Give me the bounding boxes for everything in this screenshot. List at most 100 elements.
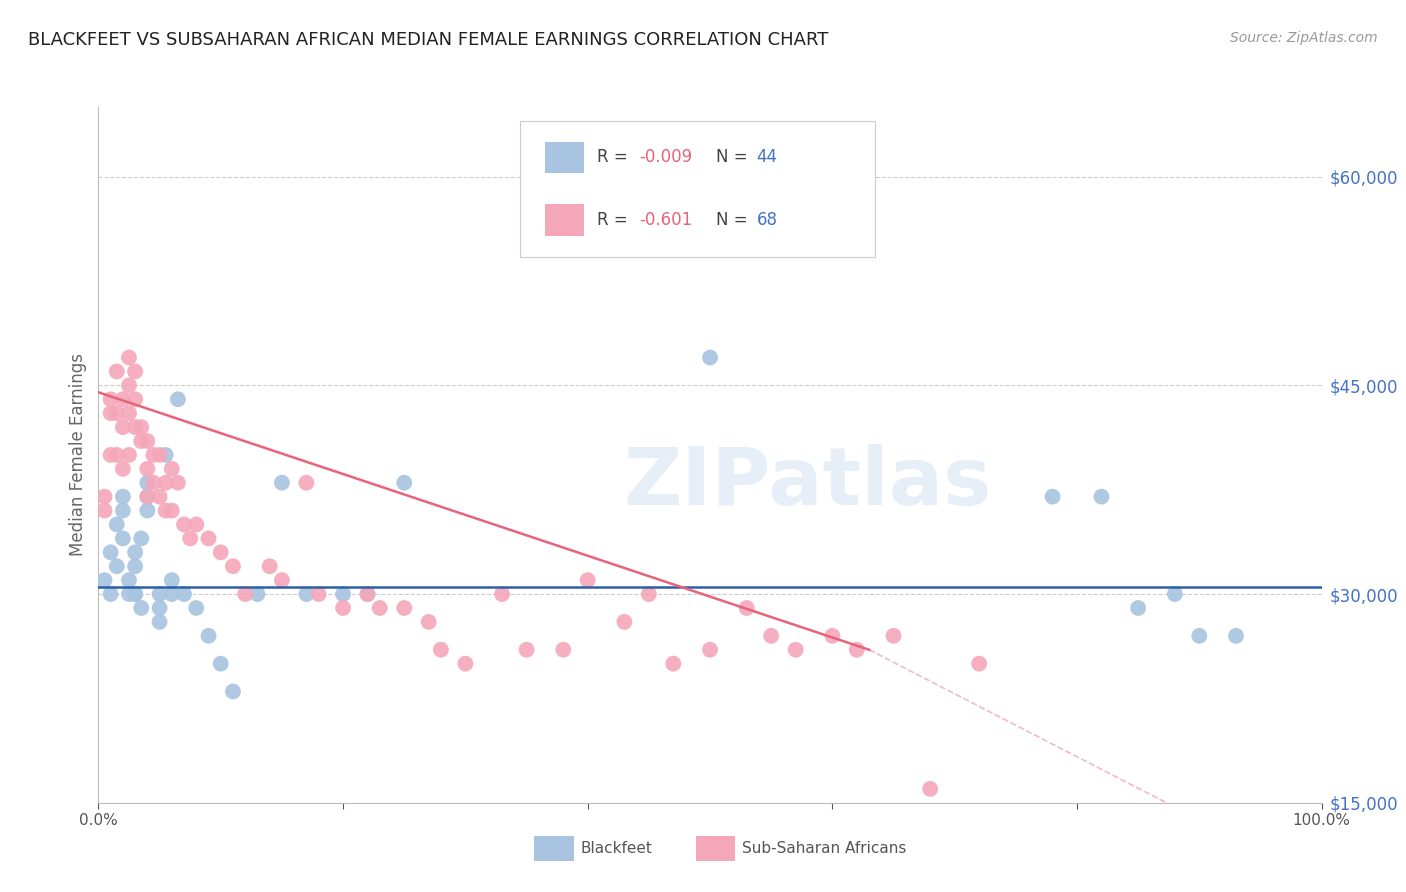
- Text: Blackfeet: Blackfeet: [581, 841, 652, 855]
- Point: [222, 684, 245, 698]
- Point: [576, 573, 599, 587]
- Point: [136, 490, 159, 504]
- Point: [186, 601, 208, 615]
- Point: [124, 587, 146, 601]
- Point: [124, 392, 146, 407]
- Point: [155, 475, 177, 490]
- Point: [699, 642, 721, 657]
- Point: [124, 420, 146, 434]
- Point: [454, 657, 477, 671]
- Point: [967, 657, 990, 671]
- Point: [105, 406, 128, 420]
- Point: [662, 657, 685, 671]
- Point: [167, 475, 190, 490]
- Point: [209, 545, 232, 559]
- Point: [93, 573, 115, 587]
- Point: [129, 434, 152, 448]
- Point: [100, 392, 122, 407]
- Point: [149, 587, 172, 601]
- Point: [100, 587, 122, 601]
- Point: [118, 573, 141, 587]
- Point: [1090, 490, 1112, 504]
- Point: [111, 420, 134, 434]
- Point: [270, 475, 294, 490]
- Point: [699, 351, 721, 365]
- Point: [155, 448, 177, 462]
- Point: [1188, 629, 1211, 643]
- Point: [418, 615, 440, 629]
- Point: [920, 781, 942, 796]
- Point: [160, 503, 183, 517]
- Point: [136, 434, 159, 448]
- Point: [515, 642, 537, 657]
- Text: R =: R =: [598, 148, 634, 166]
- Point: [1225, 629, 1247, 643]
- Point: [155, 503, 177, 517]
- Point: [124, 364, 146, 378]
- Point: [553, 642, 575, 657]
- Point: [111, 503, 134, 517]
- Point: [149, 448, 172, 462]
- Point: [308, 587, 330, 601]
- Point: [129, 420, 152, 434]
- Point: [233, 587, 256, 601]
- Point: [105, 364, 128, 378]
- Point: [160, 462, 183, 476]
- Point: [167, 392, 190, 407]
- Point: [100, 545, 122, 559]
- Point: [209, 657, 232, 671]
- Point: [124, 545, 146, 559]
- Point: [259, 559, 281, 574]
- Point: [149, 615, 172, 629]
- Point: [222, 559, 245, 574]
- Point: [111, 462, 134, 476]
- Point: [179, 532, 201, 546]
- Point: [173, 587, 195, 601]
- Text: -0.601: -0.601: [640, 211, 692, 228]
- Point: [197, 532, 219, 546]
- Point: [160, 573, 183, 587]
- Point: [149, 601, 172, 615]
- Point: [160, 587, 183, 601]
- Text: Sub-Saharan Africans: Sub-Saharan Africans: [742, 841, 907, 855]
- Point: [332, 587, 354, 601]
- Point: [761, 629, 783, 643]
- Point: [142, 448, 165, 462]
- Point: [129, 532, 152, 546]
- Point: [93, 490, 115, 504]
- Point: [638, 587, 661, 601]
- Text: Source: ZipAtlas.com: Source: ZipAtlas.com: [1230, 31, 1378, 45]
- Point: [356, 587, 378, 601]
- Text: 68: 68: [756, 211, 778, 228]
- Point: [735, 601, 758, 615]
- Point: [270, 573, 294, 587]
- Point: [111, 532, 134, 546]
- Point: [124, 587, 146, 601]
- Y-axis label: Median Female Earnings: Median Female Earnings: [69, 353, 87, 557]
- Point: [136, 475, 159, 490]
- Text: -0.009: -0.009: [640, 148, 692, 166]
- Point: [100, 448, 122, 462]
- Point: [785, 642, 807, 657]
- Point: [173, 517, 195, 532]
- Point: [124, 559, 146, 574]
- Point: [105, 517, 128, 532]
- Point: [105, 448, 128, 462]
- Point: [111, 490, 134, 504]
- FancyBboxPatch shape: [546, 204, 583, 235]
- Point: [136, 503, 159, 517]
- Text: R =: R =: [598, 211, 634, 228]
- Point: [136, 462, 159, 476]
- Point: [197, 629, 219, 643]
- Point: [142, 475, 165, 490]
- Point: [118, 378, 141, 392]
- Point: [246, 587, 269, 601]
- Point: [118, 406, 141, 420]
- Point: [613, 615, 636, 629]
- Point: [1042, 490, 1064, 504]
- Point: [93, 503, 115, 517]
- Point: [332, 601, 354, 615]
- Point: [129, 601, 152, 615]
- Point: [111, 392, 134, 407]
- Point: [430, 642, 453, 657]
